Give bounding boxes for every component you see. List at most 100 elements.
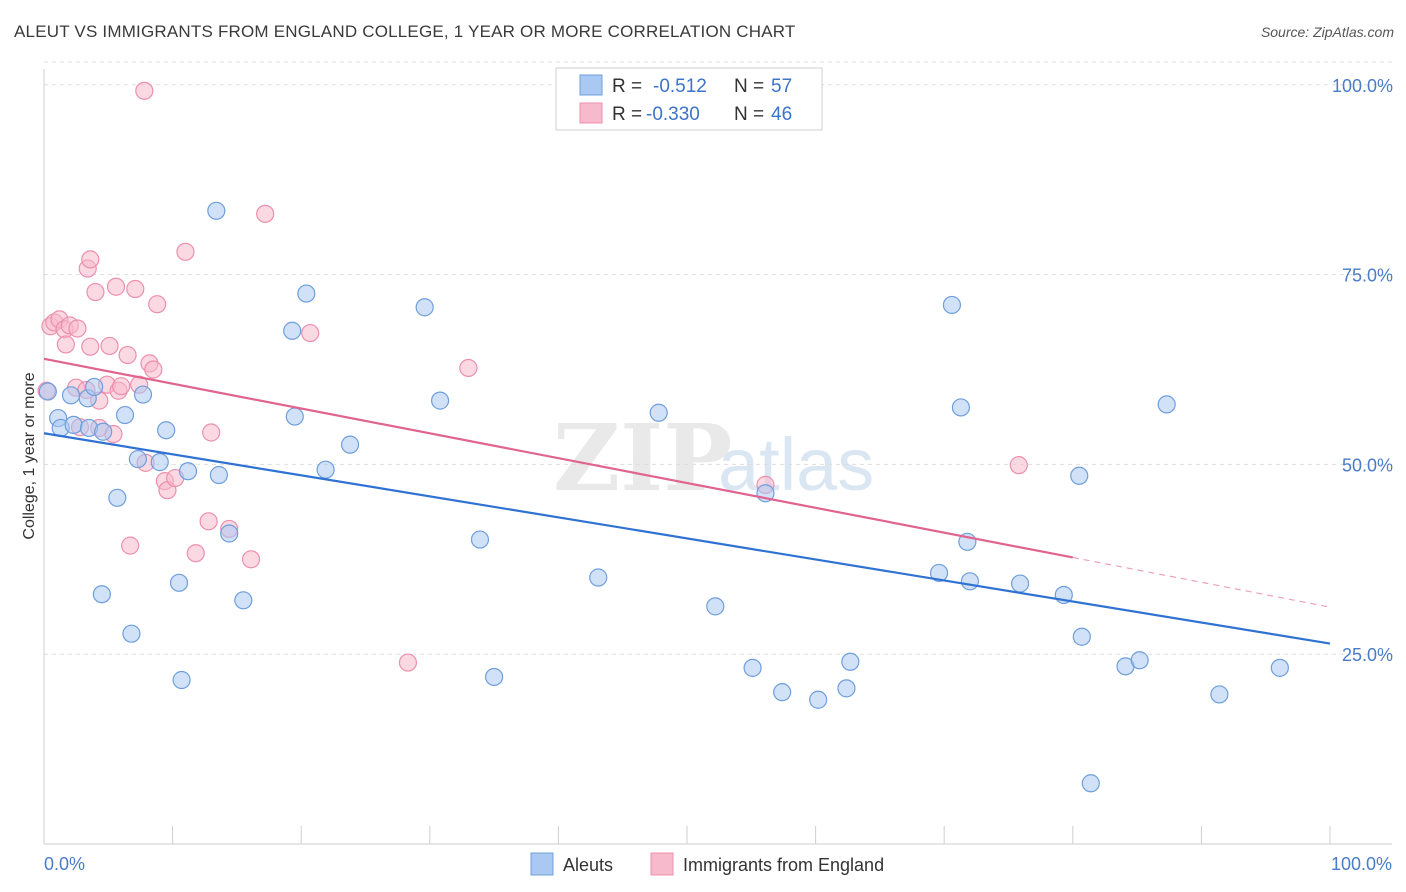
legend-n-value-aleut: 57 [771,76,792,97]
series-england-points [37,81,1028,672]
aleut-point [743,658,762,677]
legend-r-value-aleut: -0.512 [653,76,707,97]
aleut-point [64,415,83,435]
y-tick-label: 50.0% [1342,455,1393,475]
aleut-point [316,460,335,479]
england-point [186,544,205,563]
aleut-point [470,530,490,549]
aleut-point [209,465,228,485]
england-point [56,335,75,354]
england-point [144,360,163,379]
aleut-point [169,573,189,592]
aleut-point [773,683,792,702]
england-point [202,423,221,442]
legend-r-label-aleut: R = [612,76,642,97]
aleut-point [1081,774,1100,793]
aleut-point [589,568,608,587]
aleut-point [133,385,153,404]
aleut-point [1070,466,1089,485]
england-point [301,323,320,343]
aleut-point [283,321,302,340]
aleut-point [960,572,980,591]
bottom-legend-swatch-aleut [530,852,554,876]
england-point [100,336,119,356]
aleut-point [128,449,147,469]
y-tick-label: 25.0% [1342,645,1393,665]
england-point [148,295,167,314]
england-point [126,279,145,299]
aleut-point [207,201,226,220]
x-tick-marks [43,826,1331,844]
y-tick-label: 100.0% [1332,76,1393,96]
aleut-point [285,407,304,426]
aleut-point [430,391,450,410]
aleut-point [1130,651,1149,670]
england-point [176,242,195,261]
trend-line-aleut [43,432,1331,645]
watermark: ZIP atlas [553,404,874,512]
bottom-legend-label-england: Immigrants from England [683,855,884,875]
trend-line-england-extrapolated [1072,556,1331,608]
bottom-legend-swatch-england [650,852,674,876]
legend-swatch-aleut [579,74,603,96]
aleut-point [108,488,127,507]
aleut-point [157,421,176,440]
england-point [256,204,275,223]
y-axis-label: College, 1 year or more [21,372,38,539]
aleut-point [38,382,57,401]
legend-r-label-england: R = [612,104,642,125]
aleut-point [951,398,971,417]
england-point [106,277,126,296]
england-point [112,377,131,396]
england-point [398,653,418,672]
aleut-point [1270,658,1289,677]
england-point [81,337,100,356]
england-point [118,345,137,365]
aleut-point [649,403,668,422]
aleut-point [340,435,360,454]
england-point [68,319,87,338]
aleut-point [706,597,725,616]
trend-lines [43,357,1331,645]
watermark-zip: ZIP [553,404,732,512]
aleut-point [220,524,239,543]
england-point [1009,456,1028,475]
aleut-point [942,295,962,315]
aleut-point [415,298,434,317]
aleut-point [929,563,949,583]
y-tick-labels: 25.0% 50.0% 75.0% 100.0% [1332,76,1393,665]
source-label: Source: ZipAtlas.com [1260,24,1394,40]
aleut-point [92,585,111,604]
legend-r-value-england: -0.330 [646,104,700,125]
aleut-point [809,690,828,709]
legend-n-value-england: 46 [771,104,792,125]
aleut-point [234,591,253,610]
england-point [86,282,105,302]
england-point [199,512,218,531]
series-legend: Aleuts Immigrants from England [530,852,884,876]
aleut-point [61,386,81,405]
trend-line-england [43,357,1074,559]
y-tick-label: 75.0% [1342,266,1393,286]
aleut-point [841,652,860,671]
legend-swatch-england [579,102,603,124]
england-point [135,81,154,100]
aleut-point [485,667,504,687]
england-point [81,250,100,269]
aleut-point [150,453,169,472]
aleut-point [837,679,856,698]
aleut-point [1010,574,1030,593]
aleut-point [122,624,141,643]
aleut-point [85,377,104,397]
x-tick-label-min: 0.0% [44,854,85,874]
aleut-point [297,284,316,303]
aleut-point [1072,627,1091,646]
aleut-point [94,422,113,441]
legend-n-label-england: N = [734,104,764,125]
england-point [241,550,261,569]
aleut-point [1157,395,1176,414]
aleut-point [115,405,135,425]
chart-title: ALEUT VS IMMIGRANTS FROM ENGLAND COLLEGE… [14,22,796,41]
england-point [121,536,140,555]
